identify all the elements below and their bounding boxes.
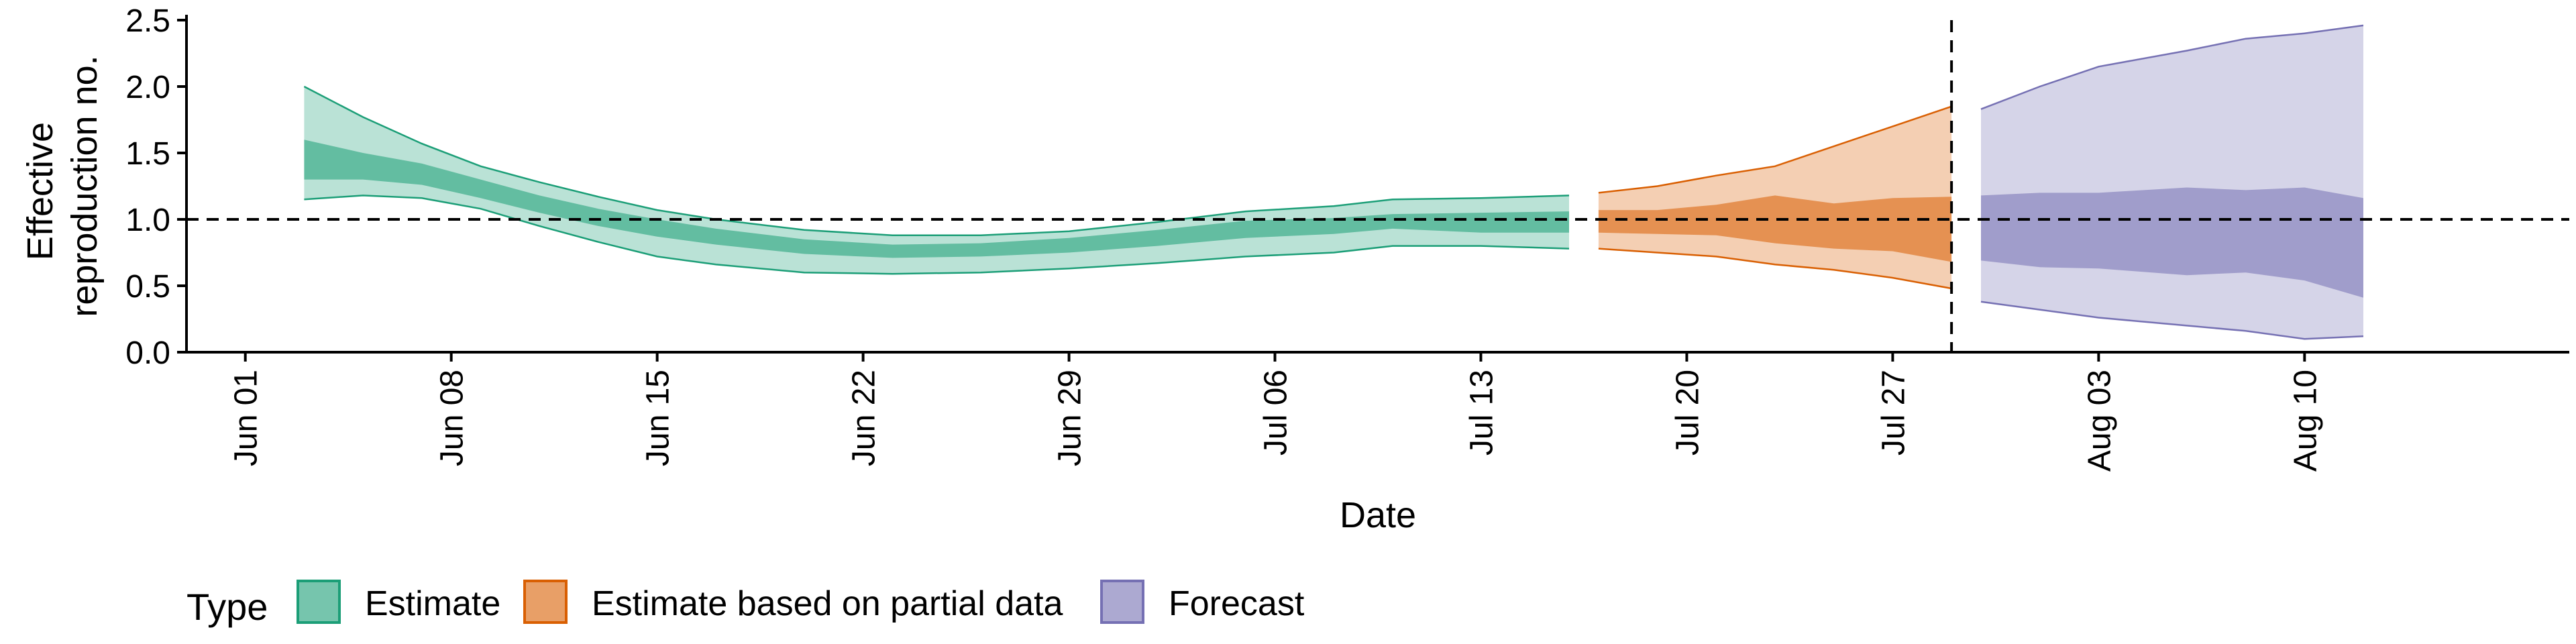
band-inner-estimate-based-on-partial-data [1598, 195, 1952, 262]
legend-key-estimate-based-on-partial-data [523, 580, 568, 624]
band-outer-upper-edge-estimate [303, 85, 1570, 237]
y-axis-label-line-2: reproduction no. [64, 55, 105, 317]
legend-label-forecast: Forecast [1169, 584, 1305, 623]
x-tick-label: Jul 27 [1876, 370, 1911, 455]
band-inner-estimate [304, 140, 1569, 258]
x-tick-label: Jul 20 [1670, 370, 1705, 455]
legend-key-estimate [297, 580, 341, 624]
x-axis-label: Date [1340, 495, 1416, 535]
band-outer-forecast [1981, 25, 2363, 339]
x-tick-label: Jun 15 [641, 370, 676, 466]
legend-label-estimate-based-on-partial-data: Estimate based on partial data [592, 584, 1063, 623]
y-axis: 0.0 0.5 1.0 1.5 2.0 2.5 [125, 3, 188, 371]
y-tick-label: 1.5 [125, 136, 170, 172]
x-tick-label: Jun 08 [435, 370, 470, 466]
band-outer-lower-edge-forecast [1980, 301, 2364, 340]
legend-title: Type [186, 586, 268, 628]
x-tick-label: Aug 03 [2082, 370, 2117, 472]
band-outer-upper-edge-estimate-based-on-partial-data [1598, 105, 1952, 194]
x-tick-label: Jun 29 [1053, 370, 1088, 466]
y-axis-label-line-1: Effective [20, 122, 60, 260]
x-axis: Jun 01 Jun 08 Jun 15 Jun 22 Jun 29 Jul 06 Jul … [186, 351, 2569, 472]
ribbons-layer [303, 24, 2364, 340]
y-tick-label: 2.5 [125, 3, 170, 39]
legend-key-forecast [1100, 580, 1144, 624]
y-tick-label: 0.0 [125, 335, 170, 371]
band-outer-upper-edge-forecast [1980, 24, 2364, 110]
x-tick-label: Jun 01 [229, 370, 264, 466]
legend: Type Estimate Estimate based on partial d… [186, 580, 1305, 628]
band-inner-forecast [1981, 187, 2363, 298]
x-tick-label: Aug 10 [2288, 370, 2323, 472]
band-outer-lower-edge-estimate [304, 195, 1570, 275]
y-axis-label: Effective reproduction no. [20, 55, 105, 317]
plot-area [186, 20, 2569, 352]
y-tick-label: 2.0 [125, 70, 170, 105]
x-tick-label: Jul 13 [1464, 370, 1500, 455]
legend-label-estimate: Estimate [365, 584, 500, 623]
y-tick-label: 1.0 [125, 203, 170, 238]
x-tick-label: Jul 06 [1258, 370, 1294, 455]
y-tick-label: 0.5 [125, 269, 170, 305]
x-tick-label: Jun 22 [847, 370, 882, 466]
band-outer-lower-edge-estimate-based-on-partial-data [1598, 248, 1952, 290]
